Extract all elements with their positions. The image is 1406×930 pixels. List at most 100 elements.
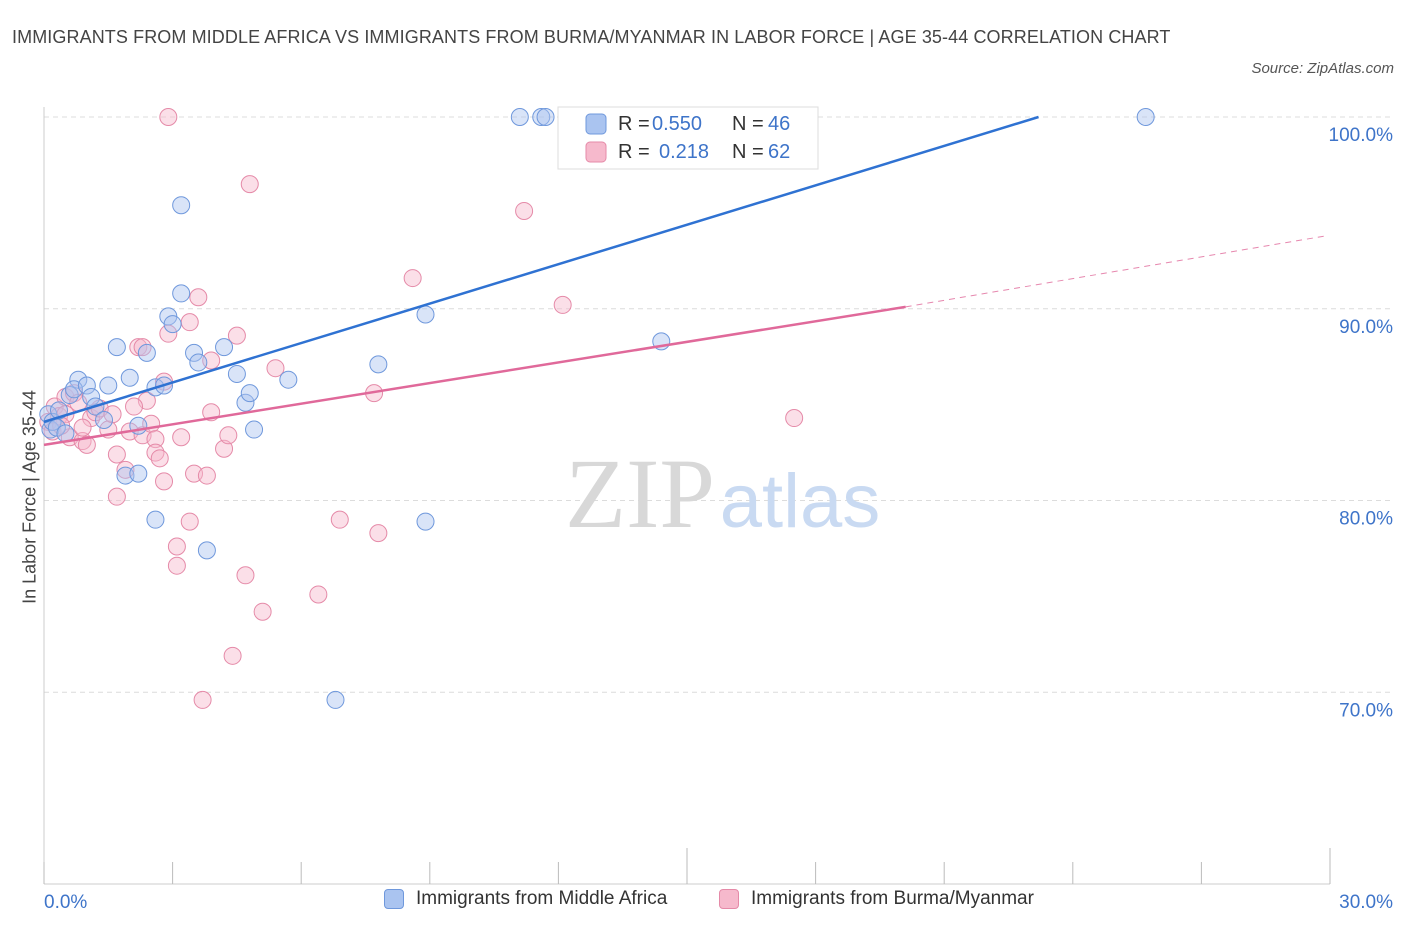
data-point-burma: [146, 430, 165, 449]
data-point-burma: [155, 472, 174, 491]
data-point-middle-africa: [215, 338, 234, 357]
legend-r-label: R =: [618, 141, 650, 163]
data-point-burma: [236, 566, 255, 585]
legend-item-middle-africa: Immigrants from Middle Africa: [384, 888, 667, 910]
data-point-burma: [107, 487, 126, 506]
data-point-middle-africa: [137, 343, 156, 362]
data-point-burma: [515, 201, 534, 220]
y-tick-label: 80.0%: [1339, 509, 1393, 530]
legend-top: R = 0.550 N = 46 R = 0.218 N = 62: [557, 106, 819, 170]
legend-r-pink: 0.218: [659, 141, 709, 163]
x-tick-label: 0.0%: [44, 892, 87, 913]
data-point-middle-africa: [279, 370, 298, 389]
data-point-middle-africa: [416, 512, 435, 531]
data-point-middle-africa: [163, 315, 182, 334]
legend-item-burma: Immigrants from Burma/Myanmar: [719, 888, 1034, 910]
data-point-middle-africa: [326, 690, 345, 709]
legend-n-label: N =: [732, 141, 764, 163]
data-point-burma: [129, 338, 148, 357]
source-label: Source: ZipAtlas.com: [1251, 60, 1394, 77]
data-point-middle-africa: [185, 343, 204, 362]
watermark: ZIP atlas: [565, 438, 880, 549]
series-burma-points: [39, 108, 804, 709]
data-point-burma: [785, 409, 804, 428]
data-point-middle-africa: [416, 305, 435, 324]
data-point-burma: [159, 108, 178, 126]
data-point-middle-africa: [197, 541, 216, 560]
tick-labels: 70.0% 80.0% 90.0% 100.0% 0.0% 30.0%: [44, 125, 1393, 913]
y-tick-label: 100.0%: [1329, 125, 1394, 146]
data-point-burma: [240, 175, 259, 194]
legend-bottom: Immigrants from Middle Africa Immigrants…: [0, 888, 1406, 918]
legend-swatch-blue: [585, 113, 607, 135]
data-point-burma: [107, 445, 126, 464]
legend-r-label: R =: [618, 113, 650, 135]
data-point-middle-africa: [95, 410, 114, 429]
data-point-burma: [266, 359, 285, 378]
data-point-middle-africa: [532, 108, 551, 126]
data-point-burma: [167, 556, 186, 575]
legend-swatch-pink: [585, 141, 607, 163]
data-point-middle-africa: [77, 376, 96, 395]
data-point-burma: [227, 326, 246, 345]
data-point-burma: [223, 646, 242, 665]
data-point-burma: [369, 524, 388, 543]
data-point-burma: [189, 288, 208, 307]
data-point-middle-africa: [510, 108, 529, 126]
axes: [43, 107, 1331, 885]
data-point-burma: [180, 512, 199, 531]
data-point-middle-africa: [69, 370, 88, 389]
data-point-burma: [180, 313, 199, 332]
data-point-burma: [73, 418, 92, 437]
legend-n-label: N =: [732, 113, 764, 135]
legend-label-burma: Immigrants from Burma/Myanmar: [751, 888, 1034, 909]
data-point-middle-africa: [99, 376, 118, 395]
data-point-burma: [215, 439, 234, 458]
legend-label-middle-africa: Immigrants from Middle Africa: [416, 888, 668, 909]
data-point-burma: [253, 602, 272, 621]
data-point-burma: [167, 537, 186, 556]
watermark-atlas: atlas: [720, 459, 881, 544]
data-point-burma: [125, 397, 144, 416]
data-point-middle-africa: [236, 393, 255, 412]
data-point-burma: [77, 435, 96, 454]
data-point-burma: [193, 690, 212, 709]
data-point-middle-africa: [1136, 108, 1155, 126]
data-point-burma: [403, 269, 422, 288]
legend-n-blue: 46: [768, 113, 790, 135]
data-point-middle-africa: [146, 510, 165, 529]
data-point-middle-africa: [129, 464, 148, 483]
y-tick-label: 70.0%: [1339, 700, 1393, 721]
data-point-burma: [219, 426, 238, 445]
data-point-burma: [553, 295, 572, 314]
legend-n-pink: 62: [768, 141, 790, 163]
legend-swatch-burma: [719, 889, 739, 909]
data-point-middle-africa: [172, 196, 191, 215]
data-point-middle-africa: [245, 420, 264, 439]
data-point-middle-africa: [107, 338, 126, 357]
trend-lines: [43, 115, 1326, 447]
watermark-zip: ZIP: [565, 438, 715, 549]
data-point-burma: [172, 428, 191, 447]
data-point-burma: [309, 585, 328, 604]
x-tick-label: 30.0%: [1339, 892, 1393, 913]
data-point-burma: [197, 466, 216, 485]
y-tick-label: 90.0%: [1339, 317, 1393, 338]
data-point-middle-africa: [172, 284, 191, 303]
data-point-middle-africa: [227, 364, 246, 383]
data-point-burma: [330, 510, 349, 529]
data-point-burma: [150, 449, 169, 468]
trend-line-middle-africa: [43, 115, 1039, 424]
data-point-middle-africa: [369, 355, 388, 374]
chart-title: IMMIGRANTS FROM MIDDLE AFRICA VS IMMIGRA…: [12, 27, 1171, 47]
data-point-middle-africa: [536, 108, 555, 126]
data-point-middle-africa: [120, 368, 139, 387]
data-point-middle-africa: [240, 384, 259, 403]
data-point-burma: [103, 405, 122, 424]
legend-r-blue: 0.550: [652, 113, 702, 135]
data-point-middle-africa: [82, 387, 101, 406]
trend-line-burma-extension: [905, 235, 1326, 308]
trend-line-burma: [43, 305, 906, 447]
data-point-middle-africa: [189, 353, 208, 372]
